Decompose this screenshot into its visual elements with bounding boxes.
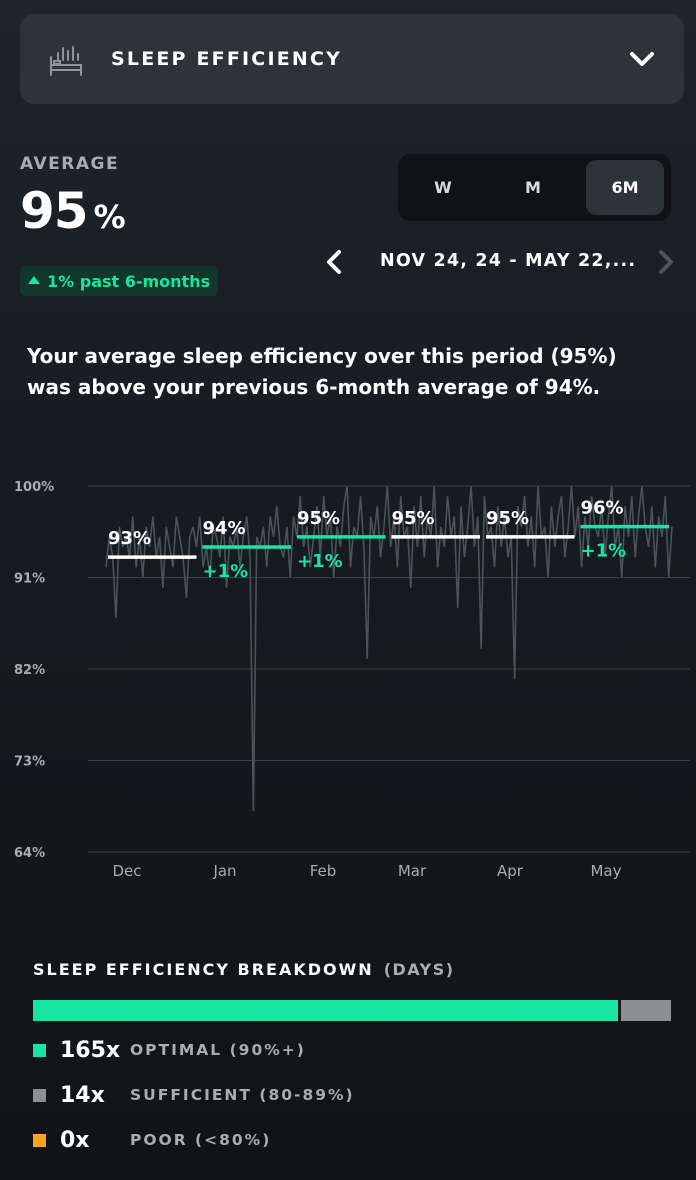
- range-toggle: W M 6M: [398, 154, 671, 221]
- legend-label-sufficient: SUFFICIENT (80-89%): [130, 1086, 355, 1104]
- previous-period-icon[interactable]: [322, 248, 346, 276]
- arrow-up-icon: [28, 276, 40, 284]
- legend-row-sufficient: 14x SUFFICIENT (80-89%): [33, 1080, 355, 1110]
- legend-row-poor: 0x POOR (<80%): [33, 1125, 271, 1155]
- y-tick-label: 64%: [14, 846, 45, 861]
- x-tick-label: Dec: [112, 862, 141, 880]
- metric-selector[interactable]: SLEEP EFFICIENCY: [20, 14, 684, 104]
- monthly-average-label: 95%: [392, 508, 435, 529]
- legend-swatch-poor: [33, 1133, 46, 1147]
- daily-series-line: [105, 485, 673, 812]
- legend-swatch-optimal: [33, 1043, 46, 1057]
- legend-count-poor: 0x: [60, 1127, 90, 1153]
- chevron-down-icon[interactable]: [628, 48, 656, 70]
- monthly-average-label: 93%: [108, 528, 151, 549]
- monthly-change-label: +1%: [297, 551, 343, 572]
- average-number: 95: [20, 182, 89, 240]
- legend-row-optimal: 165x OPTIMAL (90%+): [33, 1035, 306, 1065]
- y-tick-label: 91%: [14, 572, 45, 587]
- legend-label-poor: POOR (<80%): [130, 1131, 272, 1149]
- x-tick-label: Mar: [398, 862, 427, 880]
- y-tick-label: 82%: [14, 663, 45, 678]
- monthly-average-label: 95%: [297, 508, 340, 529]
- monthly-average-label: 96%: [581, 498, 624, 519]
- x-tick-label: Jan: [212, 862, 236, 880]
- x-tick-label: Feb: [310, 862, 337, 880]
- x-tick-label: May: [590, 862, 621, 880]
- metric-title: SLEEP EFFICIENCY: [111, 48, 343, 70]
- legend-count-optimal: 165x: [60, 1037, 121, 1063]
- average-value: 95%: [20, 182, 126, 240]
- breakdown-bar-sufficient: [621, 1000, 671, 1021]
- monthly-average-label: 94%: [203, 518, 246, 539]
- average-unit: %: [93, 198, 126, 236]
- monthly-change-label: +1%: [581, 541, 627, 562]
- range-month-button[interactable]: M: [525, 178, 541, 197]
- x-tick-label: Apr: [497, 862, 524, 880]
- next-period-icon[interactable]: [654, 248, 678, 276]
- legend-label-optimal: OPTIMAL (90%+): [130, 1041, 306, 1059]
- sleep-bed-icon: [50, 46, 82, 76]
- legend-count-sufficient: 14x: [60, 1082, 105, 1108]
- y-tick-label: 73%: [14, 755, 45, 770]
- monthly-average-label: 95%: [486, 508, 529, 529]
- range-week-button[interactable]: W: [434, 178, 452, 197]
- trend-badge: 1% past 6-months: [20, 266, 219, 296]
- date-range-label: NOV 24, 24 - MAY 22,...: [380, 251, 637, 271]
- breakdown-title: SLEEP EFFICIENCY BREAKDOWN (DAYS): [33, 960, 455, 979]
- legend-swatch-sufficient: [33, 1088, 46, 1102]
- summary-text: Your average sleep efficiency over this …: [27, 344, 617, 399]
- monthly-change-label: +1%: [203, 561, 249, 582]
- y-tick-label: 100%: [14, 480, 54, 495]
- breakdown-title-text: SLEEP EFFICIENCY BREAKDOWN: [33, 960, 374, 979]
- trend-text: 1% past 6-months: [47, 271, 211, 291]
- breakdown-bar-optimal: [33, 1000, 619, 1021]
- range-6month-button[interactable]: 6M: [586, 160, 664, 215]
- sleep-efficiency-chart: 100% 91% 82% 73% 64% 93% 94% +1% 95% +1% 95% 95% 96%…: [14, 480, 690, 880]
- breakdown-subtitle: (DAYS): [383, 960, 455, 979]
- average-label: AVERAGE: [20, 154, 120, 174]
